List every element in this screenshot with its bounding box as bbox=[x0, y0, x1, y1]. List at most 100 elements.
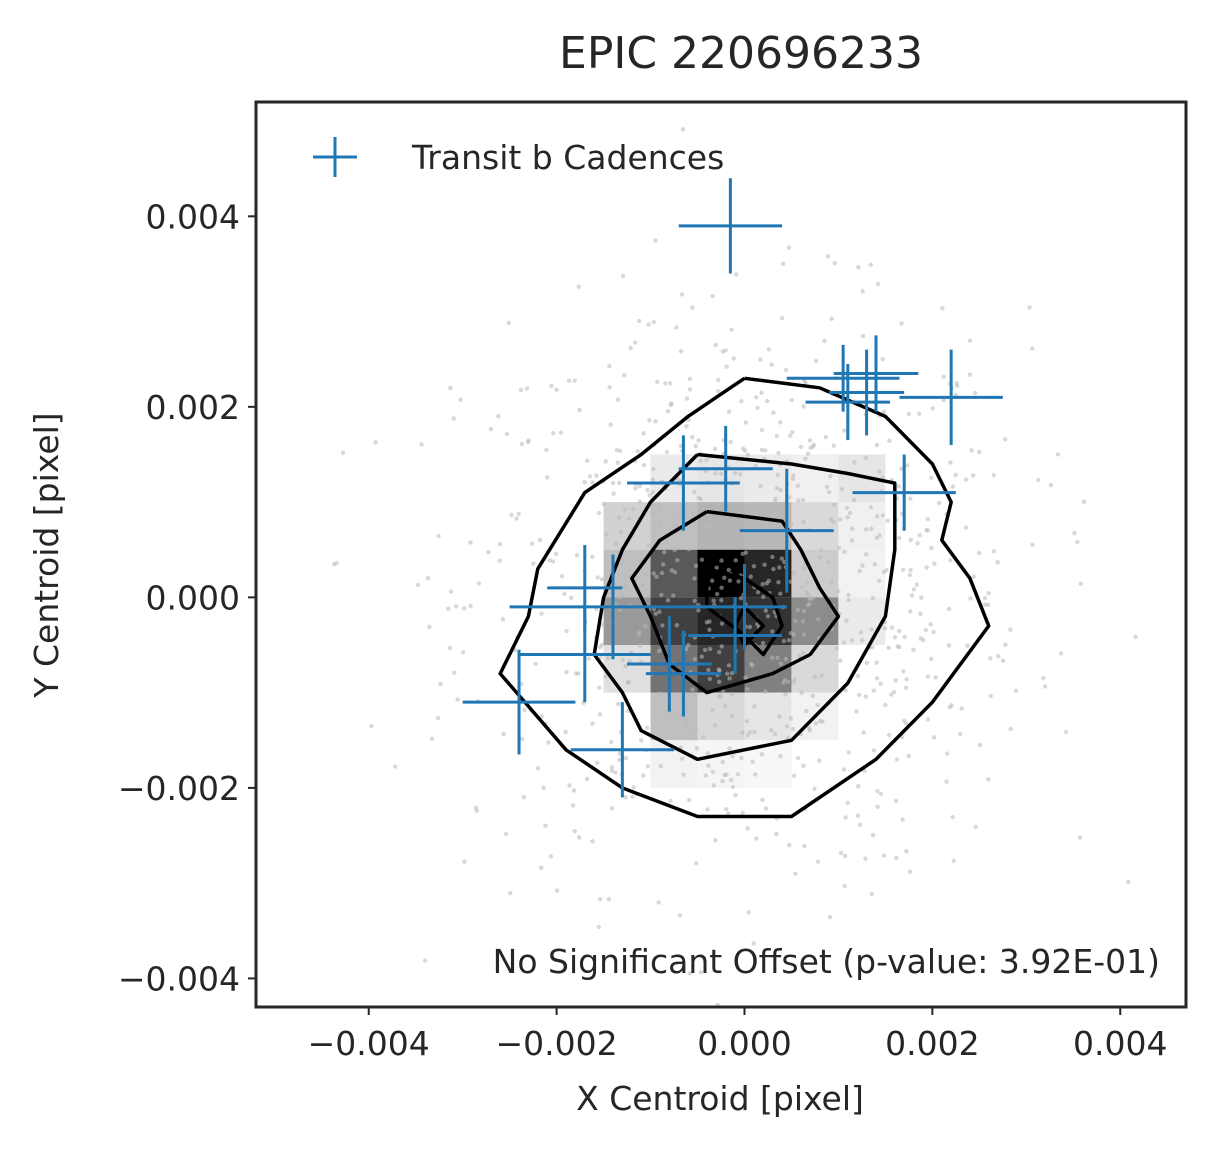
background-point bbox=[908, 609, 913, 614]
background-point bbox=[680, 127, 686, 132]
background-point bbox=[825, 254, 831, 259]
background-point bbox=[892, 635, 898, 640]
background-point bbox=[740, 730, 745, 735]
background-point bbox=[908, 567, 913, 573]
x-tick-label: 0.004 bbox=[1073, 1024, 1167, 1063]
y-tick-label: 0.000 bbox=[146, 578, 240, 617]
background-point bbox=[893, 678, 898, 683]
background-point bbox=[616, 595, 622, 600]
background-point bbox=[786, 842, 792, 848]
background-point bbox=[719, 621, 725, 626]
background-point bbox=[569, 595, 574, 601]
background-point bbox=[617, 448, 623, 454]
background-point bbox=[738, 596, 744, 601]
background-point bbox=[693, 563, 699, 569]
background-point bbox=[836, 589, 841, 594]
background-point bbox=[503, 831, 509, 837]
background-point bbox=[645, 487, 650, 493]
background-point bbox=[868, 505, 874, 510]
background-point bbox=[700, 542, 705, 547]
background-point bbox=[563, 729, 568, 735]
background-point bbox=[735, 772, 741, 777]
background-point bbox=[771, 566, 776, 572]
background-point bbox=[929, 475, 934, 481]
background-point bbox=[724, 515, 730, 520]
background-point bbox=[707, 646, 713, 652]
background-point bbox=[755, 589, 761, 595]
background-point bbox=[836, 545, 842, 551]
background-point bbox=[675, 477, 681, 482]
background-point bbox=[813, 358, 819, 364]
background-point bbox=[627, 658, 632, 664]
background-point bbox=[738, 472, 743, 477]
background-point bbox=[1081, 499, 1087, 504]
background-point bbox=[776, 544, 782, 549]
background-point bbox=[659, 592, 664, 598]
background-point bbox=[760, 640, 766, 646]
background-point bbox=[765, 398, 770, 404]
background-point bbox=[860, 563, 865, 568]
background-point bbox=[576, 284, 581, 289]
background-point bbox=[745, 733, 750, 738]
background-point bbox=[950, 484, 956, 489]
background-point bbox=[786, 637, 792, 643]
background-point bbox=[724, 807, 729, 812]
background-point bbox=[585, 458, 590, 463]
background-point bbox=[976, 449, 982, 455]
background-point bbox=[539, 611, 544, 616]
background-point bbox=[643, 624, 648, 629]
y-tick-label: 0.004 bbox=[146, 197, 240, 236]
background-point bbox=[713, 470, 718, 476]
background-point bbox=[659, 570, 665, 576]
background-point bbox=[891, 689, 897, 695]
background-point bbox=[864, 527, 869, 532]
background-point bbox=[724, 521, 729, 527]
background-point bbox=[698, 496, 704, 502]
background-point bbox=[597, 644, 603, 650]
background-point bbox=[497, 541, 503, 547]
background-point bbox=[969, 448, 974, 453]
background-point bbox=[660, 562, 666, 567]
background-point bbox=[539, 865, 544, 870]
chart-title: EPIC 220696233 bbox=[559, 28, 923, 79]
background-point bbox=[967, 372, 973, 377]
background-point bbox=[488, 426, 494, 432]
background-point bbox=[631, 506, 636, 512]
background-point bbox=[639, 738, 644, 743]
background-point bbox=[885, 518, 890, 523]
background-point bbox=[628, 345, 633, 351]
density-cell bbox=[603, 645, 651, 693]
background-point bbox=[810, 596, 816, 601]
background-point bbox=[586, 656, 592, 661]
background-point bbox=[763, 689, 768, 694]
background-point bbox=[672, 547, 677, 553]
background-point bbox=[676, 734, 682, 739]
x-tick-label: 0.002 bbox=[885, 1024, 979, 1063]
background-point bbox=[764, 501, 769, 507]
background-point bbox=[775, 655, 780, 660]
background-point bbox=[607, 385, 612, 390]
background-point bbox=[623, 795, 628, 800]
background-point bbox=[908, 496, 913, 501]
background-point bbox=[991, 549, 996, 554]
background-point bbox=[1013, 688, 1019, 694]
background-point bbox=[844, 505, 850, 511]
transit-point bbox=[829, 349, 905, 436]
background-point bbox=[777, 565, 782, 570]
background-point bbox=[1187, 481, 1191, 485]
background-point bbox=[802, 843, 807, 849]
background-point bbox=[636, 629, 642, 635]
transit-point bbox=[509, 554, 717, 660]
background-point bbox=[770, 554, 775, 560]
background-point bbox=[656, 900, 661, 905]
background-point bbox=[340, 450, 346, 455]
background-point bbox=[595, 760, 600, 766]
background-point bbox=[881, 853, 887, 858]
background-point bbox=[749, 543, 754, 549]
background-point bbox=[435, 715, 441, 721]
background-point bbox=[604, 532, 609, 537]
background-point bbox=[896, 484, 902, 489]
background-point bbox=[778, 487, 783, 493]
background-point bbox=[769, 728, 774, 733]
background-point bbox=[717, 650, 722, 655]
